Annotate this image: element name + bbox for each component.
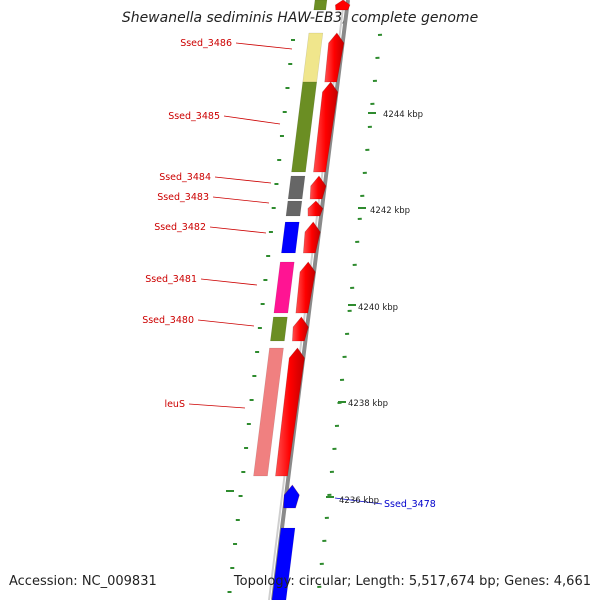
cog-block-ssed_3486[interactable] [302, 32, 324, 83]
kbp-scale: 4244 kbp 4242 kbp 4240 kbp 4238 kbp 4236 kbp [339, 110, 423, 506]
gene-label-leus[interactable]: leuS [164, 399, 185, 410]
gene-label-ssed_3485[interactable]: Ssed_3485 [168, 111, 220, 122]
cds-arrow-ssed_3480[interactable] [292, 316, 309, 342]
kbp-label: 4244 kbp [383, 110, 423, 120]
gene-leader-line [334, 497, 383, 505]
cog-feature-track [253, 0, 328, 477]
cds-arrow-ssed_3485[interactable] [313, 81, 339, 173]
cog-block-ssed_3480[interactable] [270, 316, 288, 342]
gene-leader-line [214, 176, 272, 184]
genome-summary: Topology: circular; Length: 5,517,674 bp… [233, 574, 591, 589]
cog-block-ssed_3481[interactable] [273, 261, 295, 314]
gene-label-ssed_3486[interactable]: Ssed_3486 [180, 38, 232, 49]
cds-arrow-ssed_3484[interactable] [309, 175, 327, 200]
gc-content-track [226, 33, 383, 593]
cog-block-ssed_3485[interactable] [291, 81, 318, 173]
gene-label-ssed_3481[interactable]: Ssed_3481 [145, 274, 197, 285]
gene-labels: Ssed_3486 Ssed_3485 Ssed_3484 Ssed_3483 Ssed… [142, 38, 436, 510]
cds-block-lower[interactable] [271, 527, 296, 600]
gene-label-ssed_3484[interactable]: Ssed_3484 [159, 172, 211, 183]
gene-label-ssed_3478[interactable]: Ssed_3478 [384, 499, 436, 510]
cds-arrow-ssed_3483[interactable] [307, 200, 324, 217]
cog-block-ssed_3483[interactable] [285, 200, 303, 217]
gene-leader-line [197, 319, 255, 327]
genome-title: Shewanella sediminis HAW-EB3, complete g… [121, 10, 479, 26]
cog-block-ssed_3482[interactable] [281, 221, 300, 254]
kbp-label: 4236 kbp [339, 496, 379, 506]
cds-arrow-ssed_3482[interactable] [303, 221, 321, 254]
gene-label-ssed_3480[interactable]: Ssed_3480 [142, 315, 194, 326]
kbp-label: 4238 kbp [348, 399, 388, 409]
cds-arrow-ssed_3486[interactable] [324, 32, 345, 83]
accession-label: Accession: NC_009831 [9, 574, 157, 589]
cog-block-leus[interactable] [253, 347, 284, 477]
kbp-label: 4242 kbp [370, 206, 410, 216]
gene-leader-line [223, 115, 281, 125]
gene-label-ssed_3483[interactable]: Ssed_3483 [157, 192, 209, 203]
cds-arrow-leus[interactable] [275, 347, 305, 477]
gene-leader-line [200, 278, 258, 286]
cds-feature-track [271, 0, 351, 600]
gene-leader-line [209, 226, 267, 234]
gene-label-ssed_3482[interactable]: Ssed_3482 [154, 222, 206, 233]
gene-leader-line [235, 42, 293, 50]
gene-leader-line [188, 403, 246, 409]
cds-arrow-ssed_3481[interactable] [295, 261, 316, 314]
cds-arrow-ssed_3478[interactable] [283, 484, 300, 509]
cog-block-top[interactable] [313, 0, 328, 11]
cog-block-ssed_3484[interactable] [287, 175, 306, 200]
gene-leader-line [212, 196, 270, 204]
kbp-label: 4240 kbp [358, 303, 398, 313]
cds-arrow-top[interactable] [335, 0, 351, 11]
